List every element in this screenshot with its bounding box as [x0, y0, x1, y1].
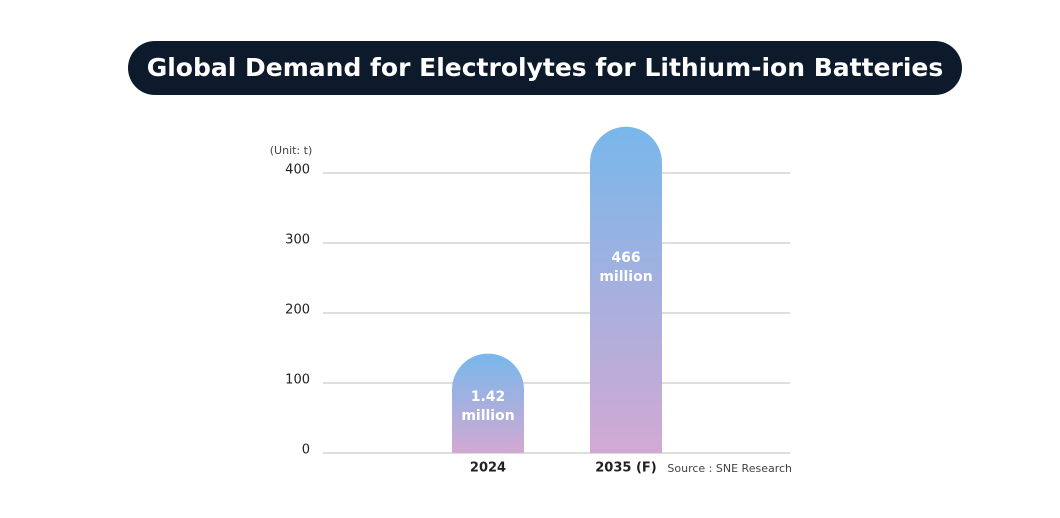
x-tick-label: 2035 (F) [595, 461, 656, 476]
value-label: 1.42 million [461, 389, 515, 425]
value-label-box: 466 million [599, 249, 653, 285]
y-tick-label: 100 [285, 373, 310, 388]
title-pill [128, 41, 962, 95]
y-tick-label: 200 [285, 303, 310, 318]
y-tick-label: 300 [285, 233, 310, 248]
bar [452, 353, 524, 453]
y-tick-label: 0 [302, 443, 310, 458]
source: Source : SNE Research [667, 462, 792, 475]
value-label: 466 million [599, 249, 653, 285]
bar [590, 126, 662, 453]
y-tick-label: 400 [285, 163, 310, 178]
value-label-box: 1.42 million [461, 389, 515, 425]
unit-label: (Unit: t) [270, 144, 313, 157]
x-tick-label: 2024 [470, 461, 506, 476]
chart-title: Global Demand for Electrolytes for Lithi… [147, 53, 944, 82]
